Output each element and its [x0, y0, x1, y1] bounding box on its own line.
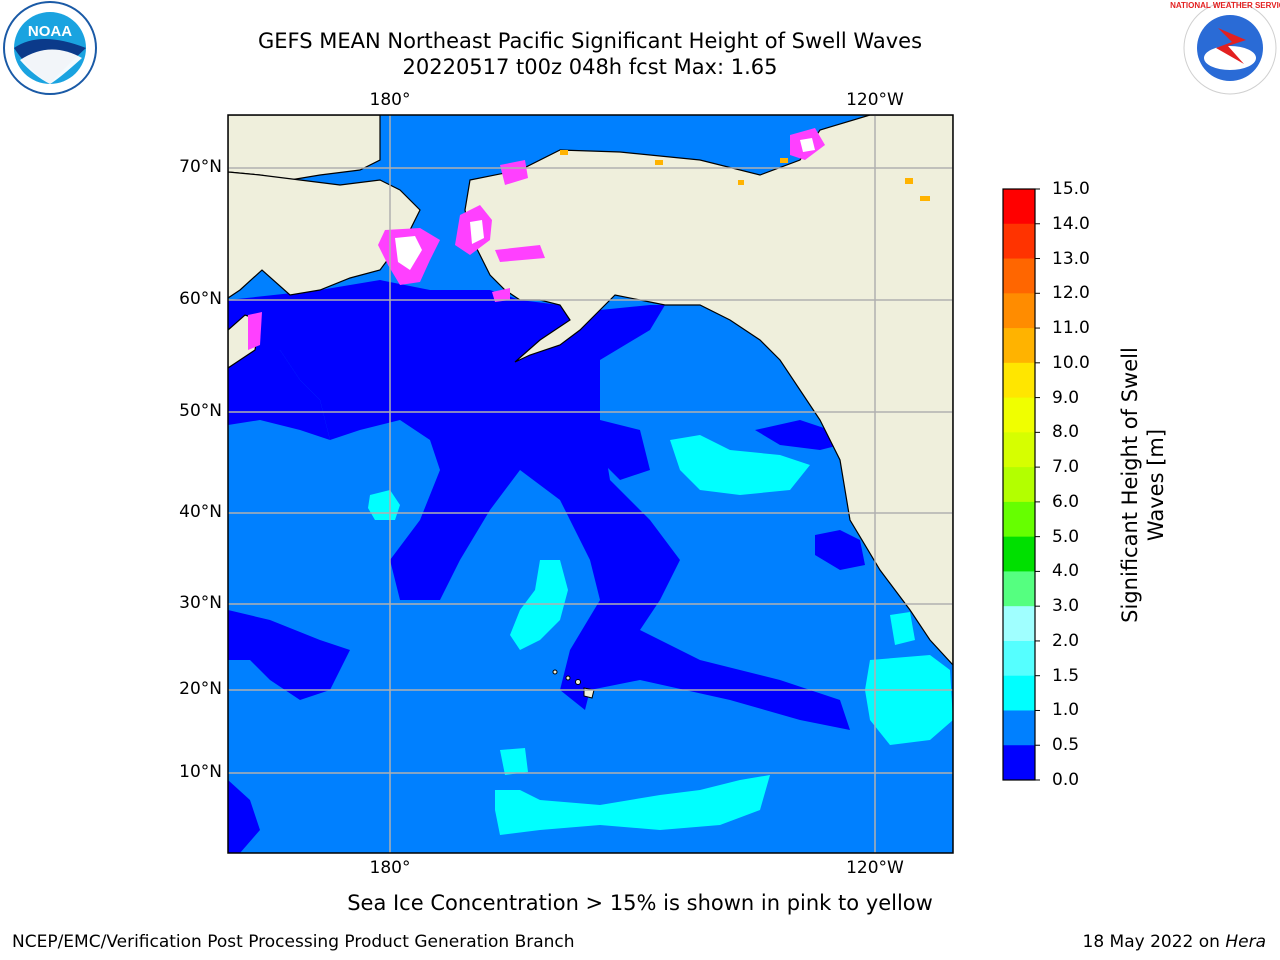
colorbar-title: Significant Height of Swell Waves [m]	[1118, 347, 1168, 623]
colorbar-segment	[1003, 745, 1035, 781]
colorbar-segment	[1003, 397, 1035, 433]
sea-ice-note: Sea Ice Concentration > 15% is shown in …	[347, 891, 933, 915]
colorbar-segment	[1003, 189, 1035, 225]
lat-label-20n: 20°N	[179, 679, 222, 699]
colorbar-segment	[1003, 467, 1035, 503]
map-area	[228, 115, 953, 853]
chart-title-line2: 20220517 t00z 048h fcst Max: 1.65	[402, 55, 778, 79]
colorbar-segment	[1003, 710, 1035, 746]
colorbar-tick-label: 12.0	[1052, 283, 1090, 304]
colorbar-segment	[1003, 328, 1035, 364]
colorbar-tick-label: 15.0	[1052, 179, 1090, 199]
noaa-logo-text: NOAA	[28, 23, 72, 40]
land-masses	[228, 115, 953, 666]
colorbar-tick-label: 9.0	[1052, 387, 1080, 408]
footer-date: 18 May 2022 on Hera	[1083, 932, 1267, 952]
colorbar	[1002, 188, 1040, 781]
colorbar-segment	[1003, 258, 1035, 294]
colorbar-tick-label: 3.0	[1052, 596, 1080, 617]
lat-label-60n: 60°N	[179, 289, 222, 309]
colorbar-tick-label: 2.0	[1052, 630, 1080, 651]
noaa-logo: NOAA	[3, 1, 97, 95]
nws-logo: NATIONAL WEATHER SERVICE	[1170, 1, 1280, 95]
swell-0-05-regions	[228, 280, 865, 853]
lat-label-10n: 10°N	[179, 762, 222, 782]
colorbar-tick-label: 13.0	[1052, 248, 1090, 269]
footer-date-text: 18 May 2022 on	[1082, 932, 1226, 952]
chart-title-line1: GEFS MEAN Northeast Pacific Significant …	[257, 29, 923, 53]
colorbar-tick-label: 10.0	[1052, 352, 1090, 373]
colorbar-tick-label: 0.5	[1052, 735, 1080, 756]
colorbar-tick-label: 7.0	[1052, 457, 1080, 478]
lat-label-30n: 30°N	[179, 593, 222, 613]
colorbar-tick-label: 4.0	[1052, 561, 1080, 582]
sea-ice-white	[395, 138, 815, 270]
colorbar-segment	[1003, 293, 1035, 329]
lat-label-70n: 70°N	[179, 157, 222, 177]
colorbar-frame	[1002, 188, 1036, 781]
colorbar-segment	[1003, 640, 1035, 677]
lon-label-top-120w: 120°W	[846, 90, 904, 110]
colorbar-tick-label: 0.0	[1052, 770, 1080, 790]
colorbar-segment	[1003, 432, 1035, 468]
footer-branch: NCEP/EMC/Verification Post Processing Pr…	[12, 932, 575, 952]
colorbar-tick-label: 1.0	[1052, 700, 1080, 721]
colorbar-segment	[1003, 362, 1035, 399]
colorbar-tick-label: 1.5	[1052, 665, 1080, 686]
colorbar-segment	[1003, 606, 1035, 642]
colorbar-segment	[1003, 223, 1035, 260]
lon-label-top-180: 180°	[369, 90, 411, 110]
map-gridlines	[228, 115, 953, 853]
lon-label-bottom-180: 180°	[369, 858, 411, 878]
colorbar-segment	[1003, 536, 1035, 572]
colorbar-tick-label: 14.0	[1052, 213, 1090, 234]
sea-ice-yellow	[560, 150, 930, 201]
nws-logo-text: NATIONAL WEATHER SERVICE	[1170, 1, 1280, 10]
colorbar-tick-label: 6.0	[1052, 491, 1080, 512]
map-frame	[227, 114, 954, 854]
lat-label-40n: 40°N	[179, 502, 222, 522]
colorbar-segment	[1003, 501, 1035, 538]
colorbar-segment	[1003, 571, 1035, 607]
colorbar-tick-label: 8.0	[1052, 422, 1080, 443]
colorbar-tick-label: 5.0	[1052, 526, 1080, 547]
colorbar-segment	[1003, 675, 1035, 711]
footer-machine: Hera	[1225, 932, 1266, 952]
lon-label-bottom-120w: 120°W	[846, 858, 904, 878]
lat-label-50n: 50°N	[179, 401, 222, 421]
colorbar-tick-label: 11.0	[1052, 318, 1090, 339]
swell-10-15-regions	[368, 435, 953, 835]
